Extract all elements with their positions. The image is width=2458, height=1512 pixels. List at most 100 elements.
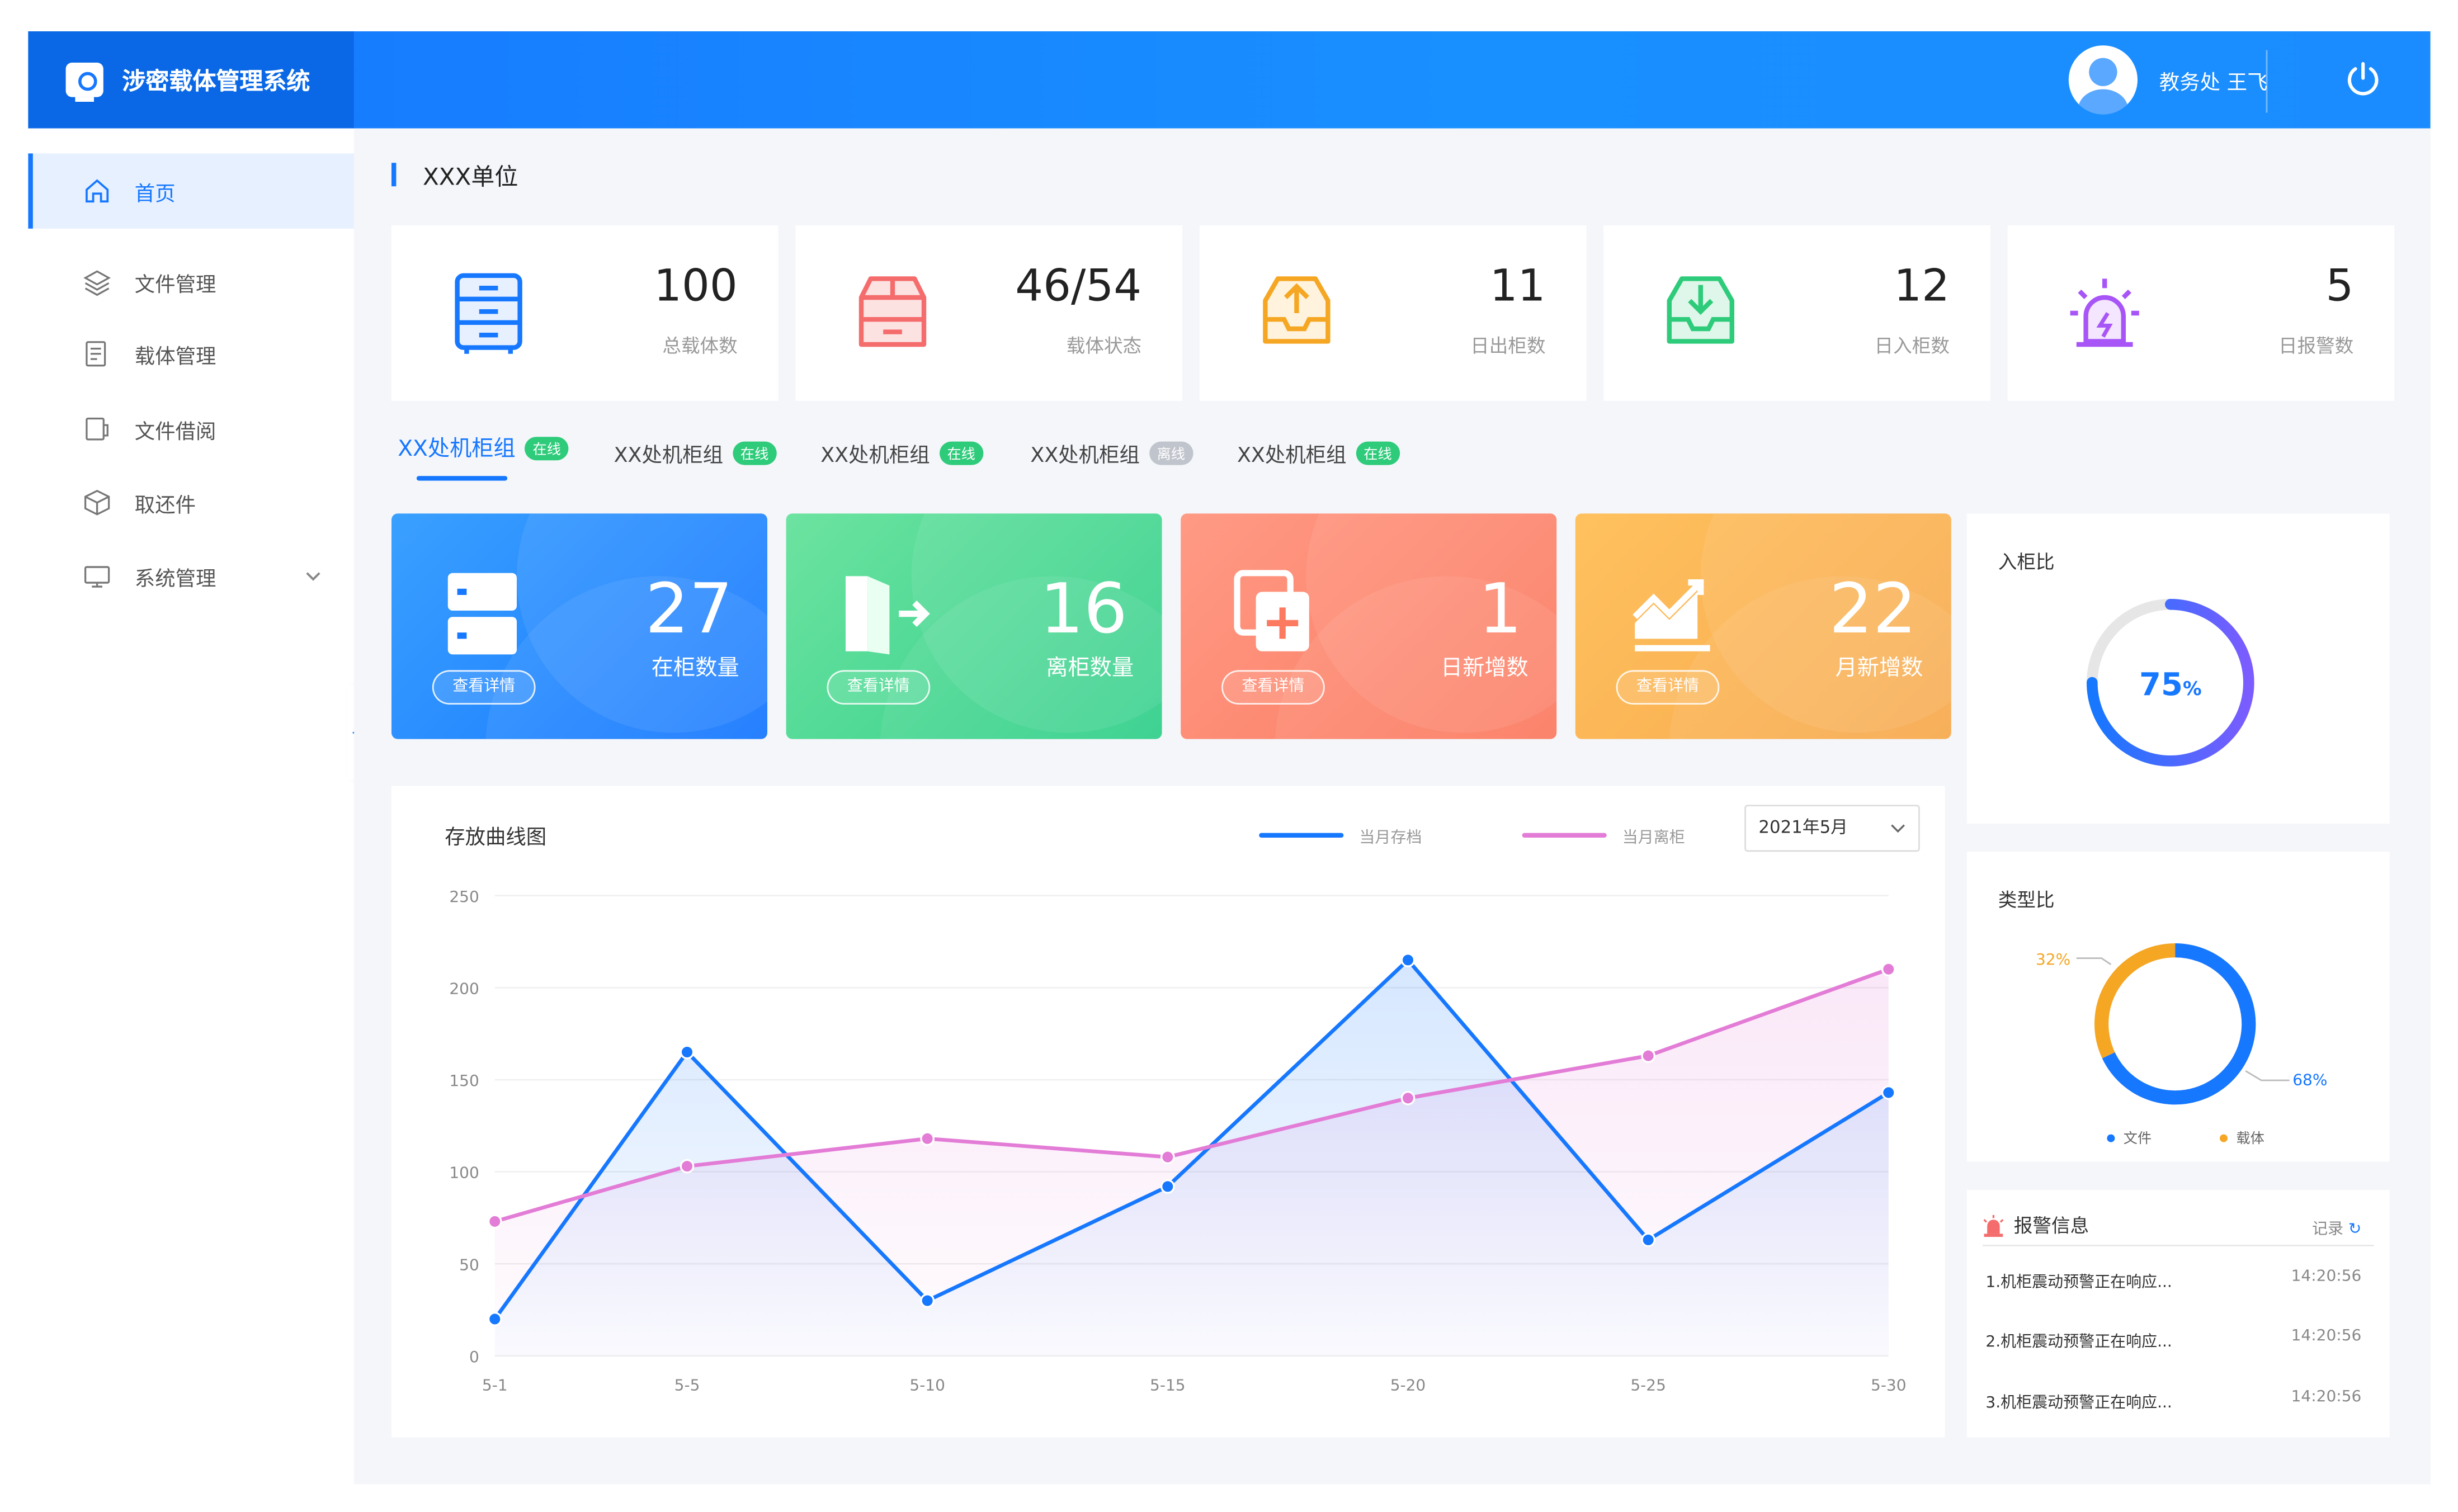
stat-card-daily-out[interactable]: 11 日出柜数 [1199,225,1587,401]
stat-label: 总载体数 [662,335,738,357]
view-details-button[interactable]: 查看详情 [432,670,536,705]
main-content: XXX单位 100 总载体数 46/54 载体状态 [353,128,2431,1485]
legend-swatch [1522,833,1607,838]
x-tick-label: 5-30 [1871,1376,1907,1394]
sidebar-item-label: 系统管理 [134,568,216,591]
in-cabinet-ratio-panel: 入柜比 75% [1966,513,2390,824]
type-ratio-panel: 类型比 68% 32% 文件 载体 [1966,852,2390,1162]
alarm-row[interactable]: 1.机柜震动预警正在响应... 14:20:56 [1985,1268,2361,1300]
stat-label: 日报警数 [2278,335,2354,357]
legend-label: 载体 [2236,1130,2264,1146]
power-icon[interactable] [2343,59,2384,100]
tray-in-icon [1667,276,1734,344]
stat-card-status[interactable]: 46/54 载体状态 [795,225,1182,401]
tab-cabinet-group-2[interactable]: XX处机柜组 在线 [614,438,777,468]
sidebar-item-label: 文件借阅 [134,420,216,444]
alarm-text: 3.机柜震动预警正在响应... [1985,1395,2172,1412]
x-tick-label: 5-1 [482,1376,508,1394]
borrow-icon [86,417,108,441]
tab-label: XX处机柜组 [614,445,724,469]
data-point[interactable] [680,1159,695,1174]
status-badge: 在线 [525,436,569,460]
data-point[interactable] [1881,1085,1896,1100]
tab-active-indicator [416,476,508,481]
card-value: 1 [1478,570,1522,650]
chevron-down-icon[interactable] [304,567,323,586]
home-icon [86,179,109,203]
sidebar-item-carriers[interactable]: 载体管理 [28,316,353,391]
list-icon [86,341,106,367]
ratio-donut: 75% [2087,598,2254,767]
legend-label: 当月存档 [1359,830,1422,847]
avatar[interactable] [2068,45,2138,115]
page-title: XXX单位 [391,160,518,193]
y-tick-label: 50 [459,1255,479,1274]
card-label: 在柜数量 [651,656,739,681]
trend-icon [1633,579,1710,651]
data-point[interactable] [487,1214,502,1229]
brand[interactable]: 涉密载体管理系统 [28,31,354,129]
slice-label: 32% [2036,950,2070,968]
card-value: 27 [645,570,733,650]
tab-cabinet-group-5[interactable]: XX处机柜组 在线 [1237,438,1400,468]
ratio-value: 75% [2139,667,2202,703]
sidebar-item-pickup[interactable]: 取还件 [28,465,353,540]
sidebar-item-system[interactable]: 系统管理 [28,538,353,613]
sidebar-item-home[interactable]: 首页 [28,153,354,229]
sidebar-item-borrow[interactable]: 文件借阅 [28,391,353,466]
view-details-button[interactable]: 查看详情 [827,670,931,705]
alarm-row[interactable]: 2.机柜震动预警正在响应... 14:20:56 [1985,1327,2361,1359]
status-badge: 离线 [1149,441,1193,465]
stat-card-total[interactable]: 100 总载体数 [391,225,779,401]
card-label: 日新增数 [1441,656,1528,681]
stat-card-alarms[interactable]: 5 日报警数 [2007,225,2395,401]
type-donut: 68% 32% 文件 载体 [2036,943,2327,1146]
data-point[interactable] [920,1293,935,1308]
y-tick-label: 100 [449,1164,479,1182]
month-select[interactable]: 2021年5月 [1744,805,1920,852]
layers-icon [83,270,111,296]
y-tick-label: 150 [449,1071,479,1090]
data-point[interactable] [1881,962,1896,977]
stat-value: 46/54 [1015,259,1142,312]
sidebar-item-label: 载体管理 [134,345,216,369]
data-point[interactable] [680,1045,695,1060]
cabinet-group-tabs: XX处机柜组 在线 XX处机柜组 在线 XX处机柜组 在线 XX处机柜组 离线 … [391,426,1488,489]
slice-label: 68% [2292,1070,2327,1089]
data-point[interactable] [1160,1150,1175,1165]
tab-label: XX处机柜组 [820,445,930,469]
legend-item-leave[interactable]: 当月离柜 [1522,824,1685,847]
alarm-title: 报警信息 [2013,1215,2089,1237]
top-bar: 涉密载体管理系统 教务处 王飞 [28,31,2431,129]
ratio-arc [2087,598,2254,767]
alarm-time: 14:20:56 [2291,1388,2362,1406]
data-point[interactable] [920,1131,935,1146]
donut-slice[interactable] [2102,943,2256,1105]
sidebar-item-files[interactable]: 文件管理 [28,244,353,319]
y-tick-label: 250 [449,887,479,906]
tab-cabinet-group-4[interactable]: XX处机柜组 离线 [1030,438,1193,468]
panel-title: 入柜比 [1998,551,2055,573]
data-point[interactable] [1641,1232,1656,1248]
alarm-row[interactable]: 3.机柜震动预警正在响应... 14:20:56 [1985,1389,2361,1420]
view-details-button[interactable]: 查看详情 [1221,670,1325,705]
data-point[interactable] [1400,1090,1416,1105]
legend-item-archive[interactable]: 当月存档 [1259,824,1422,847]
view-details-button[interactable]: 查看详情 [1616,670,1720,705]
tab-label: XX处机柜组 [398,437,516,462]
alarm-records-link[interactable]: 记录 ↻ [2312,1221,2362,1239]
alarm-header: 报警信息 记录 ↻ [1982,1206,2374,1246]
x-tick-label: 5-5 [674,1376,700,1394]
stat-card-daily-in[interactable]: 12 日入柜数 [1603,225,1990,401]
data-point[interactable] [1400,952,1416,967]
tab-cabinet-group-1[interactable]: XX处机柜组 在线 [398,432,569,464]
tab-cabinet-group-3[interactable]: XX处机柜组 在线 [820,438,983,468]
data-point[interactable] [1160,1179,1175,1194]
line-chart: 0 50 100 150 200 250 5-1 5-5 5-10 5-15 5-20 5-25 5-3… [449,887,1907,1395]
user-menu[interactable]: 教务处 王飞 [2068,31,2267,129]
data-point[interactable] [487,1312,502,1326]
donut-slice[interactable] [2094,943,2176,1059]
alarm-panel: 报警信息 记录 ↻ 1.机柜震动预警正在响应... 14:20:56 2.机柜震… [1966,1190,2390,1438]
box-icon [84,489,110,516]
data-point[interactable] [1641,1048,1656,1063]
